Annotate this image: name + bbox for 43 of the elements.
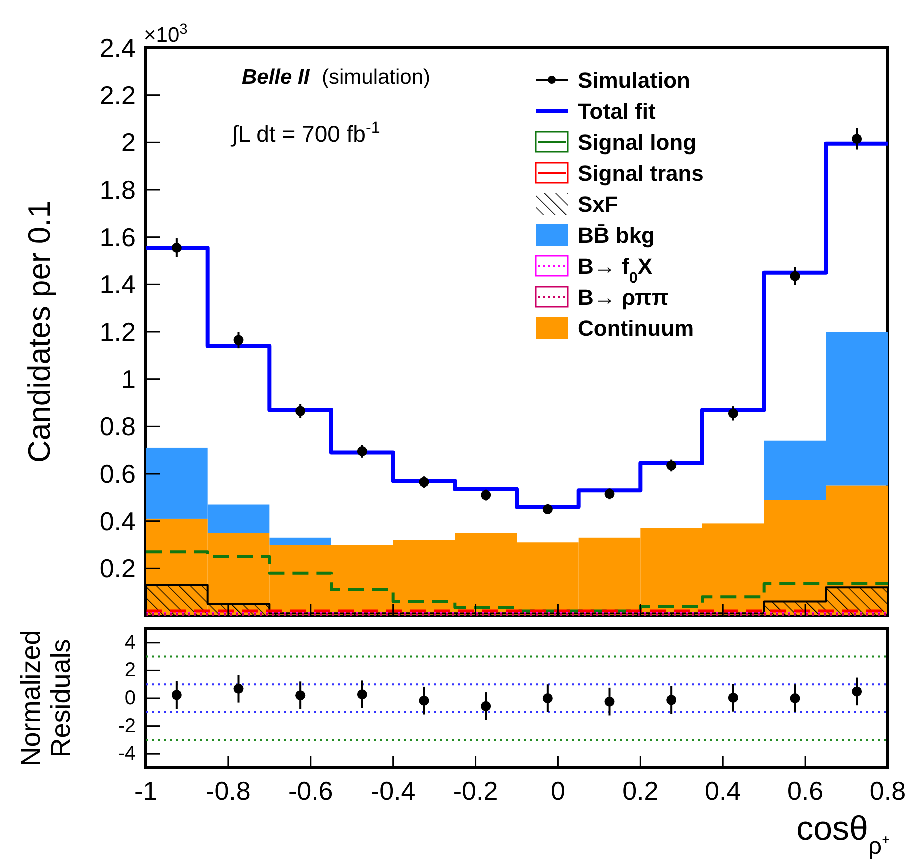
x-tick-label: 0.8 [870, 776, 906, 806]
x-tick-label: 0.6 [787, 776, 824, 806]
x-tick-label: -0.2 [453, 776, 498, 806]
x-tick-label: -0.8 [206, 776, 251, 806]
y-tick-label: 2.4 [100, 33, 136, 63]
y-tick-label: 2.2 [100, 80, 136, 110]
text: ×10$^{3}$ [144, 22, 188, 47]
y-tick-label: 0 [124, 688, 136, 710]
legend-label: BB̄ bkg [578, 223, 655, 248]
legend-label: B→ f$_{0}$X [578, 254, 653, 286]
y-tick-label: 1.4 [100, 270, 136, 300]
y-tick-label: 1.8 [100, 175, 136, 205]
x-axis-title: cosθ$_{ρ⁺}$ [796, 810, 890, 860]
y-axis-title: Normalized Residuals [16, 630, 76, 767]
annotation: (simulation) [322, 66, 431, 89]
y-tick-label: 2 [122, 128, 136, 158]
y-tick-label: 4 [124, 632, 136, 654]
x-tick-label: 0.2 [622, 776, 659, 806]
legend-label: Signal long [578, 130, 697, 155]
legend-label: Total fit [578, 99, 656, 124]
y-tick-label: 1.2 [100, 317, 136, 347]
y-axis-title: Candidates per 0.1 [22, 201, 57, 463]
legend-label: Signal trans [578, 161, 704, 186]
annotation: Belle II [242, 66, 311, 89]
y-tick-label: 2 [124, 660, 136, 682]
annotation: ∫L dt = 700 fb$^{-1}$ [230, 119, 380, 147]
legend-label: Continuum [578, 316, 694, 341]
legend-label: B→ ρππ [578, 285, 669, 310]
y-tick-label: 1 [122, 364, 136, 394]
legend-label: Simulation [578, 68, 690, 93]
x-tick-label: 0.4 [705, 776, 742, 806]
y-tick-label: 0.8 [100, 412, 136, 442]
y-tick-label: 0.4 [100, 506, 136, 536]
legend-label: SxF [578, 192, 618, 217]
x-tick-label: -0.4 [370, 776, 416, 806]
y-tick-label: 0.6 [100, 459, 136, 489]
x-tick-label: -0.6 [288, 776, 334, 806]
x-tick-label: -1 [134, 776, 158, 806]
y-tick-label: 1.6 [100, 222, 136, 252]
y-tick-label: 0.2 [100, 554, 136, 584]
x-tick-label: 0 [550, 776, 566, 806]
y-tick-label: -4 [118, 743, 136, 766]
y-tick-label: -2 [118, 715, 136, 738]
